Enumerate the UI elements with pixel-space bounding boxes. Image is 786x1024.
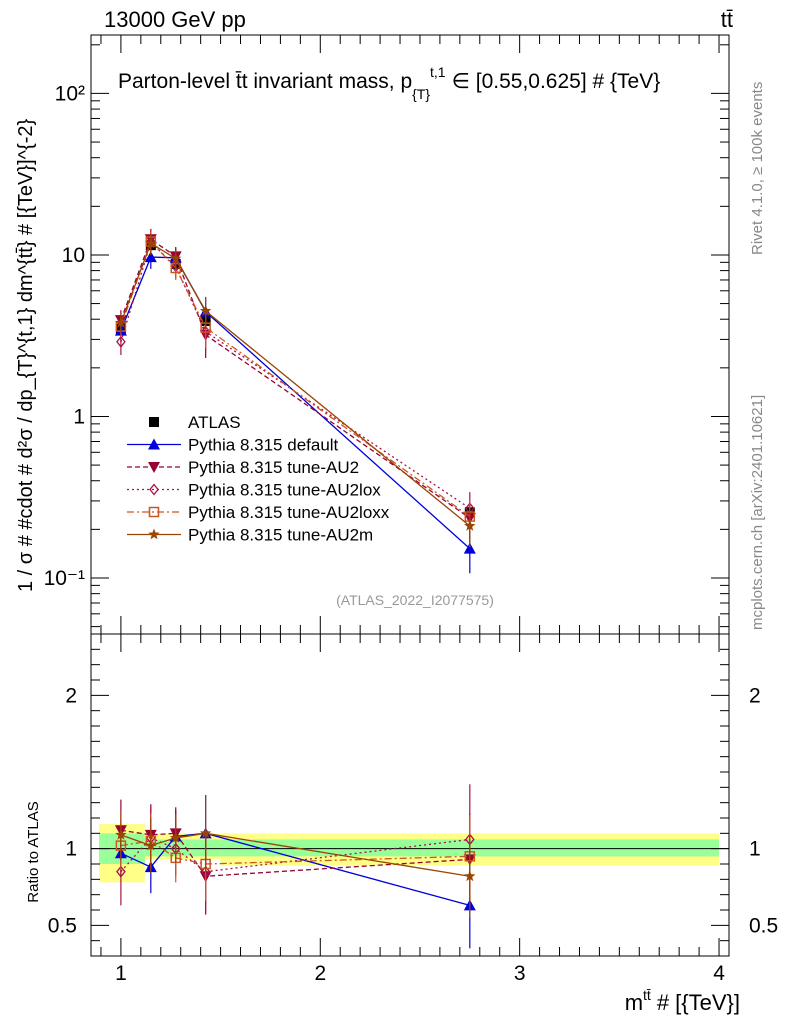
x-axis-label: mtt̄ # [{TeV}] [625, 987, 740, 1015]
legend-label: Pythia 8.315 default [188, 436, 339, 455]
data-point [463, 542, 476, 554]
series-atlas [115, 239, 475, 520]
plot-title: Parton-level t̄t invariant mass, p{T}t,1… [118, 64, 660, 102]
legend-entry: Pythia 8.315 tune-AU2lox [127, 481, 381, 500]
ratio-data-point [199, 827, 212, 839]
uncertainty-band-inner [164, 839, 191, 857]
ratio-y-tick-label-right: 2 [749, 684, 761, 707]
y-tick-label: 10 [62, 244, 85, 267]
plot-title-sub: {T} [412, 86, 430, 102]
ratio-data-point [170, 831, 182, 843]
x-tick-label: 3 [514, 962, 526, 985]
legend-entry: Pythia 8.315 default [127, 436, 339, 455]
legend-label: Pythia 8.315 tune-AU2m [188, 526, 373, 545]
ratio-panel: 0.5 0.5 1 1 2 2 1 2 3 4 [48, 633, 778, 985]
plot-title-tail: ∈ [0.55,0.625] # {TeV} [452, 70, 661, 93]
series-pythia-8-315-default [114, 246, 476, 574]
legend: ATLAS Pythia 8.315 default Pythia 8.315 tu… [127, 413, 390, 545]
main-y-axis-label: 1 / σ # #cdot # d²σ / dp_{T}^{t,1} dm^{t… [15, 119, 37, 592]
ratio-data-point [116, 865, 126, 878]
data-point [144, 251, 157, 263]
ratio-frame [90, 633, 730, 957]
y-tick-label: 1 [73, 405, 85, 428]
ratio-series-pythia-8-315-tune-au2m [115, 795, 476, 918]
legend-label: Pythia 8.315 tune-AU2lox [188, 481, 381, 500]
data-point [170, 252, 182, 264]
legend-label: ATLAS [188, 413, 241, 432]
legend-entry: Pythia 8.315 tune-AU2loxx [127, 503, 390, 522]
x-axis-label-main: m [625, 990, 643, 1015]
legend-entry: Pythia 8.315 tune-AU2 [127, 458, 359, 477]
legend-marker [148, 438, 160, 450]
rivet-version-label: Rivet 4.1.0, ≥ 100k events [749, 82, 766, 255]
ratio-y-tick-label-left: 1 [65, 838, 77, 861]
header-left-label: 13000 GeV pp [104, 7, 246, 32]
ratio-y-tick-label-left: 2 [65, 684, 77, 707]
y-tick-label: 10² [55, 82, 85, 105]
data-point [464, 519, 476, 531]
analysis-tag: (ATLAS_2022_I2077575) [336, 592, 494, 608]
legend-marker [148, 462, 160, 473]
ratio-series-group [114, 784, 476, 949]
main-panel: 10⁻¹ 1 10 10² [44, 34, 730, 635]
legend-marker [148, 506, 160, 518]
ratio-y-axis-label: Ratio to ATLAS [25, 801, 42, 902]
ratio-series-line [120, 829, 470, 877]
main-series-group [114, 228, 476, 574]
header-right-label: tt̄ [721, 7, 733, 32]
data-point [145, 237, 157, 249]
ratio-series-line [120, 837, 470, 873]
legend-marker [148, 528, 160, 540]
data-point [116, 335, 126, 348]
plot-title-sup: t,1 [430, 64, 446, 80]
plot-title-main: Parton-level t̄t invariant mass, p [118, 70, 412, 93]
ratio-data-point [115, 828, 127, 840]
ratio-y-tick-label-left: 0.5 [48, 914, 77, 937]
x-axis-label-tail: # [{TeV}] [657, 990, 740, 1015]
x-tick-label: 1 [115, 962, 127, 985]
x-tick-label: 4 [713, 962, 725, 985]
legend-entry: Pythia 8.315 tune-AU2m [127, 526, 373, 545]
ratio-y-tick-label-right: 1 [749, 838, 761, 861]
legend-label: Pythia 8.315 tune-AU2 [188, 458, 359, 477]
x-axis-label-sup: tt̄ [643, 987, 651, 1003]
ratio-data-point [464, 870, 476, 882]
main-frame [90, 34, 730, 635]
ratio-series-pythia-8-315-default [114, 795, 476, 949]
mcplots-label: mcplots.cern.ch [arXiv:2401.10621] [749, 395, 766, 630]
data-point [115, 316, 127, 328]
ratio-data-point [145, 839, 157, 851]
y-tick-label: 10⁻¹ [44, 567, 85, 590]
legend-marker [149, 483, 159, 496]
legend-marker [149, 417, 159, 427]
x-tick-label: 2 [314, 962, 326, 985]
legend-entry: ATLAS [149, 413, 241, 432]
series-pythia-8-315-tune-au2m [115, 233, 476, 548]
legend-label: Pythia 8.315 tune-AU2loxx [188, 503, 390, 522]
data-point [199, 305, 212, 316]
ratio-y-tick-label-right: 0.5 [749, 914, 778, 937]
